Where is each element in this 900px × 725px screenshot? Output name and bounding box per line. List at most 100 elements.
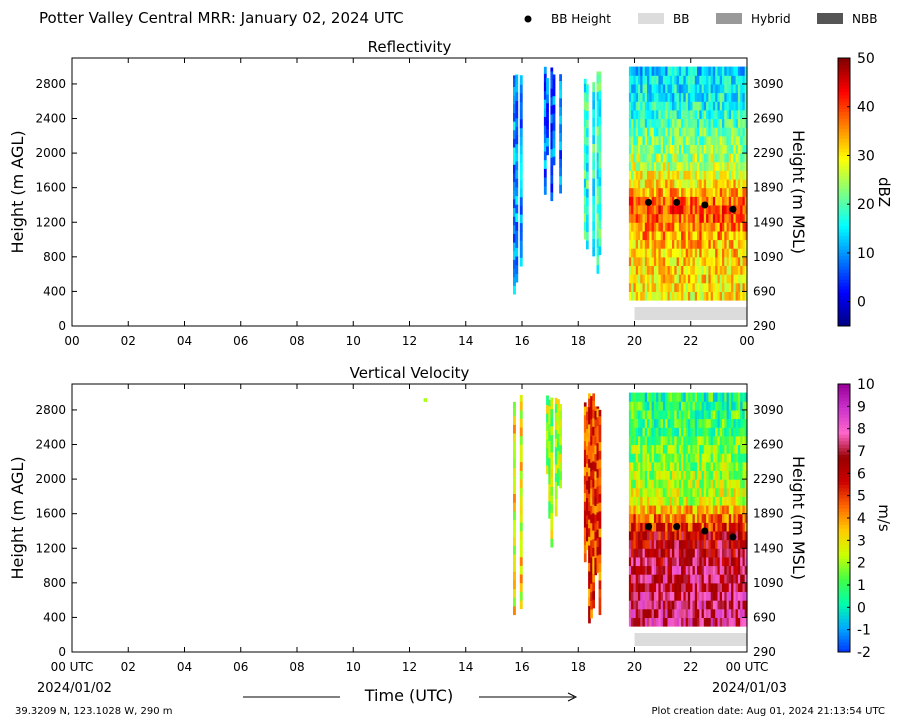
heatmap-cell [674, 127, 678, 137]
heatmap-cell [683, 101, 687, 111]
heatmap-cell [681, 230, 684, 241]
heatmap-cell [694, 239, 698, 249]
heatmap-cell [644, 265, 648, 275]
heatmap-cell [694, 444, 698, 454]
colorbar-segment [838, 205, 850, 210]
heatmap-cell [588, 545, 591, 555]
heatmap-cell [665, 409, 669, 420]
heatmap-cell [594, 470, 598, 481]
heatmap-cell [662, 418, 666, 428]
heatmap-cell [685, 617, 689, 627]
colorbar-segment [838, 454, 850, 459]
heatmap-cell [660, 135, 664, 145]
heatmap-cell [699, 196, 703, 206]
heatmap-cell [662, 591, 666, 601]
heatmap-cell [728, 522, 732, 532]
heatmap-cell [744, 196, 748, 206]
heatmap-cell [667, 539, 671, 549]
heatmap-cell [590, 539, 593, 550]
heatmap-cell [676, 213, 680, 223]
heatmap-cell [694, 582, 698, 592]
heatmap-cell [638, 187, 641, 197]
heatmap-cell [685, 170, 689, 180]
heatmap-cell [633, 582, 637, 592]
heatmap-cell [717, 135, 721, 145]
colorbar-segment [838, 588, 850, 593]
heatmap-cell [559, 444, 562, 454]
heatmap-cell [708, 427, 712, 437]
heatmap-cell [644, 539, 648, 549]
heatmap-cell [649, 205, 653, 215]
heatmap-cell [719, 487, 723, 497]
heatmap-cell [678, 461, 682, 471]
heatmap-cell [687, 239, 691, 249]
heatmap-cell [728, 401, 732, 411]
heatmap-cell [728, 435, 732, 446]
heatmap-cell [703, 487, 707, 497]
heatmap-cell [697, 127, 700, 137]
heatmap-cell [717, 170, 721, 180]
legend-nbb-label: NBB [852, 12, 877, 26]
heatmap-cell [647, 487, 650, 497]
heatmap-cell [543, 107, 547, 117]
heatmap-cell [640, 83, 644, 94]
heatmap-cell [644, 617, 648, 627]
heatmap-cell [719, 496, 723, 506]
heatmap-cell [706, 496, 709, 506]
heatmap-cell [519, 522, 523, 532]
heatmap-cell [724, 291, 728, 301]
heatmap-cell [665, 505, 669, 515]
colorbar-segment [838, 175, 850, 180]
heatmap-cell [635, 196, 639, 206]
heatmap-cell [672, 179, 675, 189]
heatmap-cell [638, 83, 641, 94]
heatmap-cell [651, 513, 655, 523]
heatmap-cell [733, 222, 737, 232]
x-axis-label: Time (UTC) [364, 686, 453, 705]
heatmap-cell [719, 582, 723, 592]
heatmap-cell [628, 600, 632, 610]
heatmap-cell [678, 409, 682, 420]
heatmap-cell [662, 505, 666, 515]
heatmap-cell [710, 92, 714, 102]
heatmap-cell [676, 170, 680, 180]
heatmap-cell [703, 444, 707, 454]
heatmap-cell [649, 256, 653, 266]
heatmap-cell [590, 531, 593, 541]
heatmap-cell [596, 126, 600, 136]
heatmap-cell [647, 66, 650, 76]
heatmap-cell [635, 565, 639, 575]
heatmap-cell [681, 101, 684, 111]
heatmap-cell [660, 274, 664, 284]
heatmap-cell [672, 127, 675, 137]
heatmap-cell [592, 426, 595, 436]
heatmap-cell [699, 444, 703, 454]
heatmap-cell [681, 265, 684, 275]
heatmap-cell [660, 256, 664, 266]
heatmap-cell [687, 600, 691, 610]
heatmap-cell [653, 617, 657, 627]
heatmap-cell [737, 444, 741, 454]
heatmap-cell [519, 548, 523, 558]
heatmap-cell [672, 531, 675, 541]
heatmap-cell [681, 556, 684, 567]
heatmap-cell [697, 213, 700, 223]
heatmap-cell [733, 101, 737, 111]
heatmap-cell [674, 539, 678, 549]
heatmap-cell [519, 222, 523, 232]
heatmap-cell [638, 144, 641, 154]
heatmap-cell [598, 459, 602, 469]
heatmap-cell [712, 487, 716, 497]
heatmap-cell [596, 511, 600, 521]
heatmap-cell [658, 179, 662, 189]
heatmap-cell [697, 222, 700, 232]
heatmap-cell [588, 398, 591, 408]
heatmap-cell [678, 427, 682, 437]
heatmap-cell [737, 213, 741, 223]
heatmap-cell [592, 495, 595, 505]
heatmap-cell [649, 608, 653, 618]
heatmap-cell [672, 565, 675, 575]
xlabel-arrowhead [567, 692, 578, 702]
heatmap-cell [519, 599, 523, 610]
heatmap-cell [633, 505, 637, 515]
